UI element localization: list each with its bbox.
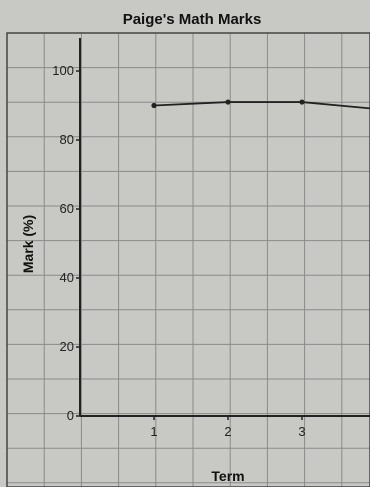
y-tick-label: 40 [60,270,74,285]
y-axis-title: Mark (%) [20,215,36,273]
x-tick-labels: 1234 [150,416,306,439]
chart-title: Paige's Math Marks [123,11,262,28]
data-series [151,99,370,110]
data-point [225,99,231,105]
x-axis-title: Term [211,468,244,484]
y-tick-label: 0 [67,408,74,423]
x-tick-label: 2 [224,424,231,439]
data-point [151,102,157,109]
data-point [299,99,305,105]
chart-axes [79,38,370,417]
y-tick-label: 20 [60,339,74,354]
x-tick-label: 1 [150,424,157,439]
y-tick-label: 100 [52,63,74,78]
x-tick-label: 3 [298,424,305,439]
y-tick-label: 80 [60,132,74,147]
y-tick-labels: 0 20 40 60 80 100 [52,63,80,423]
grid-border [6,32,370,487]
series-line [153,101,370,110]
y-tick-label: 60 [60,201,74,216]
